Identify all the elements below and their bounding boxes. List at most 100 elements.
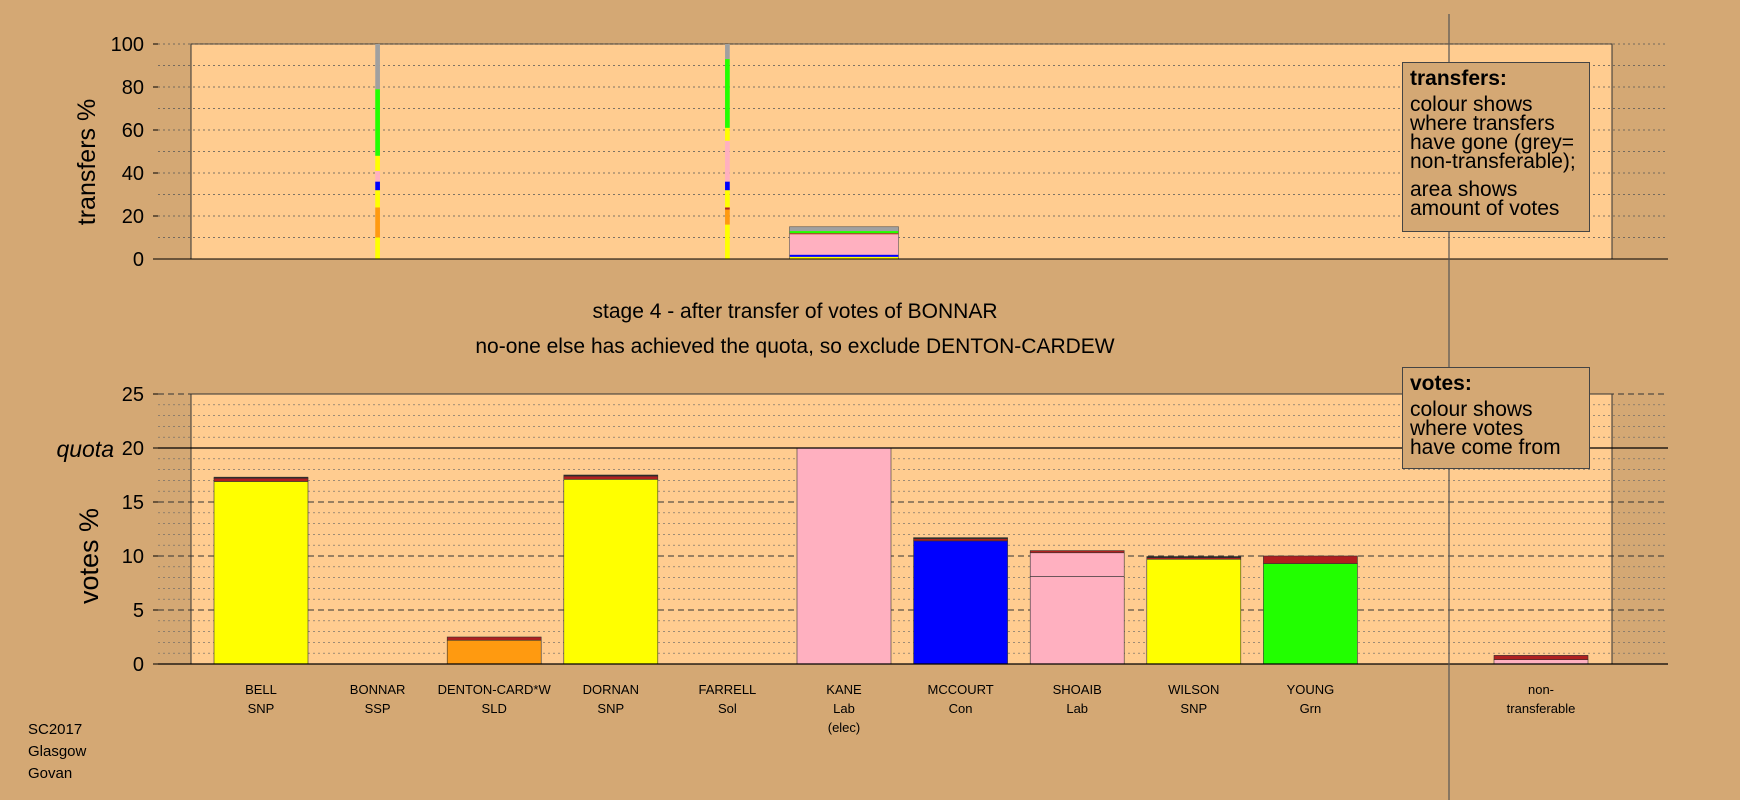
transfer-segment-sld: [375, 207, 380, 238]
candidate-party-label: SNP: [248, 701, 275, 716]
candidate-party-label: Grn: [1300, 701, 1322, 716]
quota-label: quota: [56, 436, 114, 462]
candidate-name-label: YOUNG: [1287, 682, 1335, 697]
transfer-segment-sol: [725, 207, 730, 210]
transfer-segment-snp: [375, 190, 380, 208]
votes-legend-title: votes:: [1410, 372, 1472, 395]
footer-council: Glasgow: [28, 743, 87, 760]
vote-segment-snp: [213, 481, 309, 665]
vote-segment-snp: [1146, 558, 1242, 665]
votes-legend: votes: colour shows where votes have com…: [1402, 367, 1590, 469]
nontransferable-segment: [1493, 659, 1589, 665]
candidate-party-label: Con: [949, 701, 973, 716]
transfer-segment-sol: [789, 233, 899, 235]
transfer-segment-snp: [375, 237, 380, 259]
vote-segment-sol: [1263, 555, 1358, 564]
candidate-party-label: SNP: [597, 701, 624, 716]
vote-segment-sol: [563, 475, 659, 480]
transfers-y-axis-label: transfers %: [73, 99, 101, 225]
chart-title: stage 4 - after transfer of votes of BON…: [592, 300, 998, 323]
vote-segment-sol: [446, 636, 542, 641]
footer-election: SC2017: [28, 721, 83, 738]
transfer-segment-nontransferable: [375, 44, 380, 90]
transfers-y-tick-label: 40: [122, 163, 144, 185]
transfer-segment-con: [789, 254, 899, 257]
vote-segment-lab: [796, 447, 892, 665]
vote-segment-outline: [213, 476, 309, 479]
votes-y-tick-label: 5: [133, 600, 144, 622]
candidate-status-label: (elec): [828, 720, 861, 735]
transfers-legend-line: non-transferable);: [1410, 150, 1576, 173]
votes-y-tick-label: 20: [122, 438, 144, 460]
votes-legend-line: have come from: [1410, 436, 1561, 459]
candidate-name-label: DORNAN: [583, 682, 639, 697]
vote-segment-outline: [563, 474, 659, 477]
bars-layer: [213, 44, 1589, 665]
transfers-legend-line: amount of votes: [1410, 197, 1560, 220]
chart-subtitle: no-one else has achieved the quota, so e…: [475, 335, 1115, 358]
candidate-party-label: SNP: [1180, 701, 1207, 716]
nontransferable-label: transferable: [1507, 701, 1576, 716]
candidate-party-label: Lab: [833, 701, 855, 716]
votes-y-tick-label: 25: [122, 384, 144, 406]
transfer-segment-con: [375, 181, 380, 191]
transfers-legend-line: have gone (grey=: [1410, 131, 1575, 154]
transfers-y-tick-label: 0: [133, 249, 144, 271]
nontransferable-label: non-: [1528, 682, 1554, 697]
footer-ward: Govan: [28, 765, 73, 782]
transfer-segment-snp: [725, 190, 730, 208]
transfers-plot-area: [190, 43, 1613, 260]
candidate-party-label: Sol: [718, 701, 737, 716]
transfers-legend-line: area shows: [1410, 178, 1518, 201]
candidate-party-label: Lab: [1066, 701, 1088, 716]
votes-y-tick-label: 10: [122, 546, 144, 568]
votes-y-tick-label: 15: [122, 492, 144, 514]
nontransferable-segment: [1493, 655, 1589, 660]
vote-segment-grn: [1263, 563, 1358, 665]
vote-segment-sol: [1029, 550, 1125, 554]
transfers-legend-title: transfers:: [1410, 67, 1507, 90]
vote-segment-sld: [446, 639, 542, 665]
transfers-y-tick-label: 60: [122, 120, 144, 142]
transfer-segment-lab: [789, 234, 899, 255]
candidate-name-label: SHOAIB: [1053, 682, 1102, 697]
transfers-y-tick-label: 20: [122, 206, 144, 228]
vote-segment-snp: [563, 479, 659, 665]
axis-layer: 0 20 40 60 80 100 0 5 10 15 20 25 BELL SNP BONNAR SSP DE…: [111, 34, 1668, 735]
transfer-segment-lab: [725, 140, 730, 182]
vote-segment-con: [913, 540, 1008, 665]
candidate-name-label: BONNAR: [350, 682, 406, 697]
vote-segment-outline: [913, 537, 1008, 540]
transfers-y-tick-label: 100: [111, 34, 144, 56]
election-footer: SC2017 Glasgow Govan: [28, 719, 86, 785]
transfers-legend-line: colour shows: [1410, 93, 1533, 116]
transfer-segment-nontransferable: [789, 226, 899, 232]
candidate-name-label: MCCOURT: [927, 682, 993, 697]
votes-plot-area: [190, 393, 1613, 665]
candidate-name-label: KANE: [826, 682, 862, 697]
vote-segment-lab: [1029, 576, 1125, 665]
votes-legend-line: colour shows: [1410, 398, 1533, 421]
vote-segment-sol: [213, 477, 309, 482]
candidate-name-label: DENTON-CARD*W: [438, 682, 552, 697]
transfer-segment-lab: [375, 170, 380, 182]
transfer-segment-snp: [375, 155, 380, 171]
votes-y-tick-label: 0: [133, 654, 144, 676]
candidate-party-label: SSP: [365, 701, 391, 716]
vote-segment-sol: [913, 538, 1008, 542]
candidate-name-label: FARRELL: [698, 682, 756, 697]
transfer-segment-nontransferable: [725, 44, 730, 60]
vote-segment-lab: [1029, 552, 1125, 577]
transfer-segment-grn: [725, 59, 730, 128]
transfer-segment-sld: [725, 209, 730, 225]
votes-y-axis-label: votes %: [74, 508, 104, 604]
transfer-segment-snp: [725, 224, 730, 259]
candidate-name-label: BELL: [245, 682, 277, 697]
transfer-segment-con: [725, 181, 730, 191]
transfer-segment-grn: [789, 231, 899, 234]
candidate-name-label: WILSON: [1168, 682, 1219, 697]
transfers-legend-line: where transfers: [1410, 112, 1555, 135]
transfer-segment-snp: [789, 256, 899, 259]
candidate-party-label: SLD: [482, 701, 507, 716]
